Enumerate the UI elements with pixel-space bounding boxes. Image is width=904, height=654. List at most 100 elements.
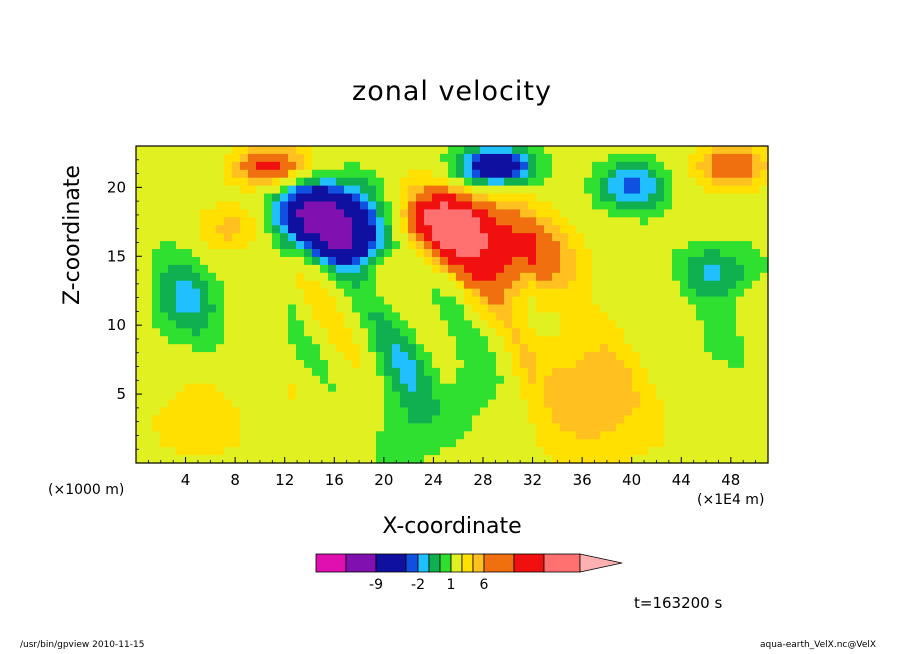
field-cell bbox=[488, 296, 497, 306]
field-cell bbox=[256, 177, 265, 187]
field-cell bbox=[288, 241, 297, 250]
field-cell bbox=[296, 209, 305, 218]
field-cell bbox=[288, 431, 297, 440]
field-cell bbox=[424, 455, 433, 464]
field-cell bbox=[328, 399, 337, 409]
field-cell bbox=[496, 241, 505, 250]
field-cell bbox=[648, 169, 657, 179]
field-cell bbox=[560, 256, 569, 266]
field-cell bbox=[192, 209, 201, 218]
field-cell bbox=[184, 185, 193, 195]
field-cell bbox=[160, 423, 169, 432]
field-cell bbox=[680, 455, 689, 464]
field-cell bbox=[232, 201, 241, 210]
field-cell bbox=[648, 415, 657, 424]
field-cell bbox=[352, 169, 361, 179]
field-cell bbox=[584, 153, 593, 163]
field-cell bbox=[504, 375, 513, 385]
field-cell bbox=[752, 272, 761, 282]
field-cell bbox=[136, 177, 145, 187]
field-cell bbox=[472, 280, 481, 290]
field-cell bbox=[288, 312, 297, 321]
field-cell bbox=[600, 304, 609, 314]
field-cell bbox=[736, 185, 745, 195]
field-cell bbox=[296, 359, 305, 369]
field-cell bbox=[296, 320, 305, 329]
field-cell bbox=[168, 161, 177, 171]
field-cell bbox=[272, 209, 281, 218]
field-cell bbox=[752, 359, 761, 369]
field-cell bbox=[256, 217, 265, 226]
field-cell bbox=[160, 455, 169, 464]
field-cell bbox=[512, 169, 521, 179]
field-cell bbox=[328, 344, 337, 353]
field-cell bbox=[640, 359, 649, 369]
field-cell bbox=[736, 177, 745, 187]
field-cell bbox=[648, 256, 657, 266]
field-cell bbox=[376, 241, 385, 250]
field-cell bbox=[720, 367, 729, 377]
field-cell bbox=[472, 264, 481, 274]
field-cell bbox=[592, 201, 601, 210]
field-cell bbox=[520, 352, 529, 361]
field-cell bbox=[720, 225, 729, 234]
field-cell bbox=[248, 209, 257, 218]
field-cell bbox=[272, 359, 281, 369]
field-cell bbox=[752, 201, 761, 210]
field-cell bbox=[744, 344, 753, 353]
field-cell bbox=[272, 431, 281, 440]
field-cell bbox=[712, 352, 721, 361]
field-cell bbox=[432, 304, 441, 314]
field-cell bbox=[392, 146, 401, 155]
field-cell bbox=[656, 161, 665, 171]
field-cell bbox=[232, 146, 241, 155]
field-cell bbox=[400, 375, 409, 385]
field-cell bbox=[416, 201, 425, 210]
field-cell bbox=[616, 272, 625, 282]
field-cell bbox=[200, 185, 209, 195]
field-cell bbox=[464, 153, 473, 163]
field-cell bbox=[680, 264, 689, 274]
field-cell bbox=[536, 153, 545, 163]
field-cell bbox=[304, 447, 313, 456]
field-cell bbox=[296, 344, 305, 353]
field-cell bbox=[544, 367, 553, 377]
field-cell bbox=[144, 161, 153, 171]
field-cell bbox=[176, 304, 185, 314]
field-cell bbox=[144, 336, 153, 345]
x-tick-label: 12 bbox=[275, 471, 294, 489]
field-cell bbox=[560, 201, 569, 210]
field-cell bbox=[728, 407, 737, 417]
field-cell bbox=[312, 336, 321, 345]
field-cell bbox=[160, 344, 169, 353]
field-cell bbox=[232, 272, 241, 282]
field-cell bbox=[416, 272, 425, 282]
field-cell bbox=[512, 352, 521, 361]
field-cell bbox=[200, 352, 209, 361]
field-cell bbox=[632, 209, 641, 218]
field-cell bbox=[360, 193, 369, 203]
field-cell bbox=[488, 209, 497, 218]
field-cell bbox=[488, 407, 497, 417]
field-cell bbox=[352, 201, 361, 210]
field-cell bbox=[352, 209, 361, 218]
field-cell bbox=[456, 312, 465, 321]
field-cell bbox=[240, 415, 249, 424]
field-cell bbox=[400, 312, 409, 321]
field-cell bbox=[520, 185, 529, 195]
field-cell bbox=[400, 431, 409, 440]
field-cell bbox=[448, 344, 457, 353]
field-cell bbox=[360, 439, 369, 448]
field-cell bbox=[192, 304, 201, 314]
field-cell bbox=[752, 352, 761, 361]
field-cell bbox=[568, 407, 577, 417]
field-cell bbox=[512, 288, 521, 298]
field-cell bbox=[312, 217, 321, 226]
field-cell bbox=[736, 201, 745, 210]
field-cell bbox=[288, 439, 297, 448]
field-cell bbox=[176, 344, 185, 353]
field-cell bbox=[304, 399, 313, 409]
field-cell bbox=[224, 241, 233, 250]
field-cell bbox=[656, 320, 665, 329]
field-cell bbox=[360, 367, 369, 377]
